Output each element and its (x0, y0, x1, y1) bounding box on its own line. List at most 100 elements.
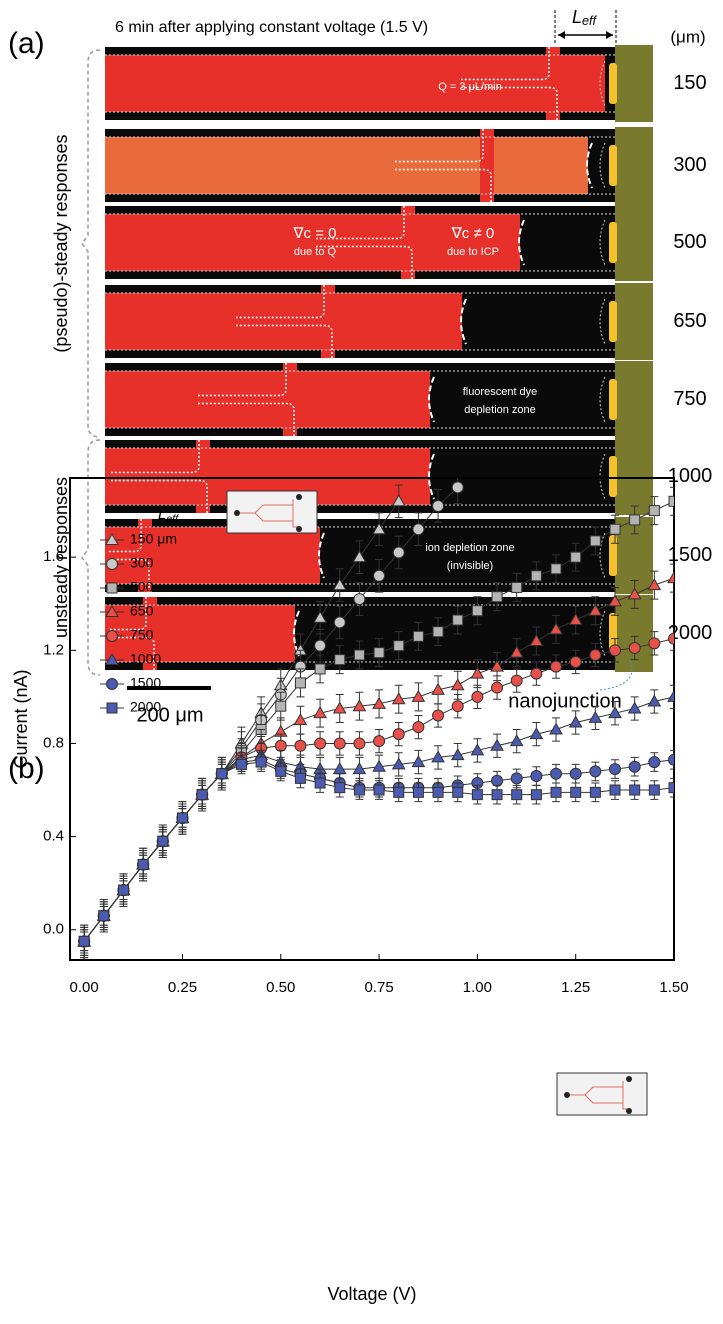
legend-label: 750 (130, 627, 154, 643)
marker (333, 737, 346, 750)
marker (529, 633, 544, 646)
error-bar (670, 684, 674, 710)
marker (609, 763, 622, 776)
inset-dot (296, 526, 302, 532)
marker (452, 614, 464, 626)
nanojunction-strip (615, 45, 653, 122)
marker (332, 701, 347, 714)
marker (530, 570, 542, 582)
marker (491, 591, 503, 603)
nanojunction-strip (615, 283, 653, 360)
marker (353, 593, 366, 606)
marker (667, 571, 674, 584)
bracket-label: (pseudo)-steady responses (51, 134, 71, 352)
x-axis-label: Voltage (V) (327, 1284, 416, 1304)
junction-glow (609, 379, 617, 420)
annotation: ion depletion zone (425, 542, 514, 554)
legend-label: 1500 (130, 675, 161, 691)
marker (275, 765, 287, 777)
marker (255, 756, 267, 768)
marker (491, 789, 503, 801)
marker (491, 774, 504, 787)
x-tick-label: 0.25 (168, 979, 197, 996)
marker (275, 700, 287, 712)
row-label: 150 (673, 72, 706, 94)
marker (550, 660, 563, 673)
marker (392, 546, 405, 559)
junction-glow (609, 456, 617, 497)
legend-marker (106, 630, 118, 642)
marker (372, 759, 386, 772)
marker (568, 613, 583, 626)
marker (570, 786, 582, 798)
side-channel (143, 597, 157, 670)
junction-glow (609, 301, 617, 342)
marker (391, 757, 406, 770)
legend-marker (106, 678, 118, 690)
panel-label: (a) (8, 27, 45, 60)
marker (471, 789, 483, 801)
marker (412, 786, 424, 798)
marker (411, 755, 426, 768)
marker (393, 786, 405, 798)
marker (196, 789, 208, 801)
side-channel (401, 206, 415, 279)
x-tick-label: 0.75 (364, 979, 393, 996)
marker (647, 694, 662, 707)
marker (294, 677, 306, 689)
flow-arrows (236, 285, 333, 358)
row-label: 750 (673, 388, 706, 410)
marker (568, 715, 583, 728)
x-tick-label: 1.25 (561, 979, 590, 996)
annotation: fluorescent dye (463, 386, 538, 398)
x-tick-label: 0.50 (266, 979, 295, 996)
legend-label: 300 (130, 555, 154, 571)
row-label: 2000 (668, 622, 713, 644)
inset-dot (564, 1092, 570, 1098)
inset-dot (626, 1108, 632, 1114)
marker (627, 587, 642, 600)
marker (450, 748, 465, 761)
marker (432, 626, 444, 638)
marker (490, 738, 504, 751)
legend-label: 150 μm (130, 531, 177, 547)
marker (510, 772, 523, 785)
subscript: eff (582, 14, 598, 28)
flow-arrows (316, 206, 413, 279)
marker (431, 750, 445, 763)
fluorescence (105, 293, 462, 350)
marker (668, 632, 674, 645)
legend-marker (105, 604, 119, 617)
marker (648, 784, 660, 796)
marker (648, 505, 660, 517)
flow-arrows (108, 597, 155, 670)
plot-frame (69, 477, 675, 961)
marker (627, 701, 642, 714)
marker (294, 772, 306, 784)
legend-marker (106, 558, 118, 570)
y-tick-label: 1.6 (43, 548, 64, 565)
marker (352, 699, 367, 712)
marker (373, 647, 385, 659)
marker (332, 762, 347, 775)
marker (216, 768, 228, 780)
row-label: 650 (673, 310, 706, 332)
marker (412, 630, 424, 642)
annotation: due to Q (294, 246, 337, 258)
nanojunction-strip (615, 127, 653, 204)
marker (137, 859, 149, 871)
marker (491, 681, 504, 694)
marker (393, 640, 405, 652)
marker (530, 770, 543, 783)
x-tick-label: 1.00 (463, 979, 492, 996)
marker (432, 709, 445, 722)
marker (412, 721, 425, 734)
flow-arrows (395, 129, 492, 202)
marker (629, 784, 641, 796)
marker (588, 603, 603, 616)
side-channel (480, 129, 494, 202)
marker (353, 737, 366, 750)
error-bar (670, 563, 674, 593)
y-axis-label: Current (nA) (11, 669, 31, 768)
marker (511, 581, 523, 593)
